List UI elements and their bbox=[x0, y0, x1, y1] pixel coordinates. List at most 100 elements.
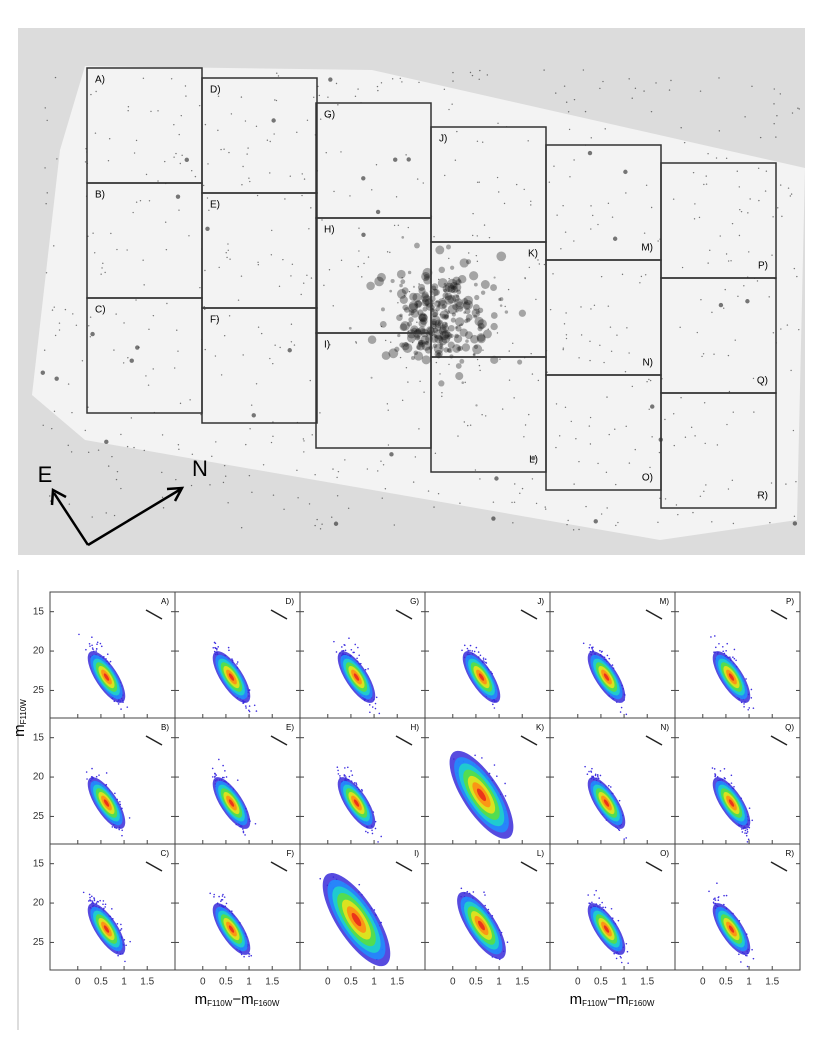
star bbox=[70, 451, 73, 453]
nebula bbox=[474, 316, 484, 326]
density-point bbox=[719, 770, 722, 772]
nebula bbox=[443, 282, 447, 286]
star bbox=[361, 232, 366, 237]
star bbox=[696, 331, 698, 334]
nebula bbox=[417, 283, 426, 291]
star bbox=[46, 192, 48, 194]
density-point bbox=[111, 908, 113, 910]
star bbox=[257, 326, 260, 328]
star bbox=[628, 352, 630, 354]
nebula bbox=[443, 314, 450, 320]
star bbox=[657, 240, 659, 242]
star bbox=[336, 495, 339, 497]
star bbox=[566, 523, 568, 526]
star bbox=[203, 305, 205, 308]
nebula bbox=[496, 251, 507, 262]
star bbox=[110, 232, 112, 235]
star bbox=[700, 298, 702, 301]
nebula bbox=[476, 333, 486, 342]
star bbox=[512, 342, 514, 344]
star bbox=[749, 198, 751, 200]
star bbox=[412, 481, 415, 483]
star bbox=[569, 176, 571, 178]
density-point bbox=[214, 775, 216, 778]
star bbox=[562, 348, 564, 351]
nebula bbox=[457, 274, 467, 284]
star bbox=[90, 93, 92, 96]
star bbox=[178, 133, 180, 136]
density-point bbox=[348, 775, 351, 778]
star bbox=[607, 202, 610, 205]
star bbox=[508, 379, 511, 381]
density-point bbox=[608, 657, 611, 660]
nebula bbox=[452, 344, 461, 353]
nebula bbox=[434, 300, 441, 308]
nebula bbox=[483, 329, 492, 339]
density-cloud bbox=[103, 925, 110, 933]
star bbox=[443, 88, 446, 91]
nebula bbox=[444, 308, 448, 312]
star bbox=[423, 391, 425, 393]
density-point bbox=[221, 898, 224, 901]
star bbox=[471, 234, 474, 237]
star bbox=[452, 71, 454, 74]
density-point bbox=[733, 785, 735, 788]
star bbox=[150, 110, 152, 113]
star bbox=[433, 506, 435, 508]
star bbox=[523, 188, 525, 191]
panel-label: K) bbox=[536, 723, 544, 732]
nebula bbox=[431, 283, 439, 291]
star bbox=[433, 236, 435, 238]
star bbox=[290, 275, 292, 277]
star bbox=[707, 262, 709, 264]
density-point bbox=[348, 637, 350, 640]
nebula bbox=[465, 339, 469, 343]
nebula bbox=[438, 337, 448, 346]
nebula bbox=[431, 308, 434, 311]
nebula bbox=[490, 355, 499, 364]
nebula bbox=[437, 278, 448, 288]
density-point bbox=[121, 829, 123, 832]
star bbox=[718, 302, 724, 308]
density-point bbox=[100, 645, 103, 648]
density-cloud bbox=[103, 673, 110, 681]
x-tick-label: 1 bbox=[246, 977, 252, 988]
star bbox=[223, 148, 225, 150]
density-point bbox=[242, 702, 244, 705]
star bbox=[680, 397, 682, 399]
star bbox=[384, 339, 387, 342]
star bbox=[204, 269, 206, 272]
star bbox=[621, 273, 624, 276]
star bbox=[419, 380, 421, 383]
field-label: N) bbox=[642, 358, 653, 369]
nebula bbox=[399, 295, 408, 304]
density-point bbox=[91, 636, 93, 639]
star bbox=[560, 248, 562, 250]
density-point bbox=[351, 774, 354, 776]
nebula bbox=[417, 309, 424, 316]
nebula bbox=[474, 294, 480, 301]
density-point bbox=[481, 757, 483, 759]
density-cloud bbox=[103, 799, 110, 807]
nebula bbox=[450, 285, 459, 294]
star bbox=[651, 436, 653, 438]
density-point bbox=[469, 649, 471, 652]
density-point bbox=[353, 781, 356, 784]
star bbox=[592, 214, 594, 217]
star bbox=[565, 337, 568, 340]
star bbox=[376, 85, 379, 88]
star bbox=[723, 307, 725, 309]
density-point bbox=[116, 922, 119, 925]
star bbox=[104, 439, 109, 445]
nebula bbox=[421, 341, 431, 351]
star bbox=[589, 340, 591, 343]
star bbox=[704, 442, 706, 445]
density-point bbox=[221, 776, 224, 779]
star bbox=[380, 82, 383, 84]
star bbox=[481, 414, 483, 416]
field-box bbox=[201, 307, 318, 424]
star bbox=[538, 263, 541, 265]
star bbox=[407, 226, 409, 229]
star bbox=[606, 507, 608, 509]
star bbox=[476, 260, 479, 263]
